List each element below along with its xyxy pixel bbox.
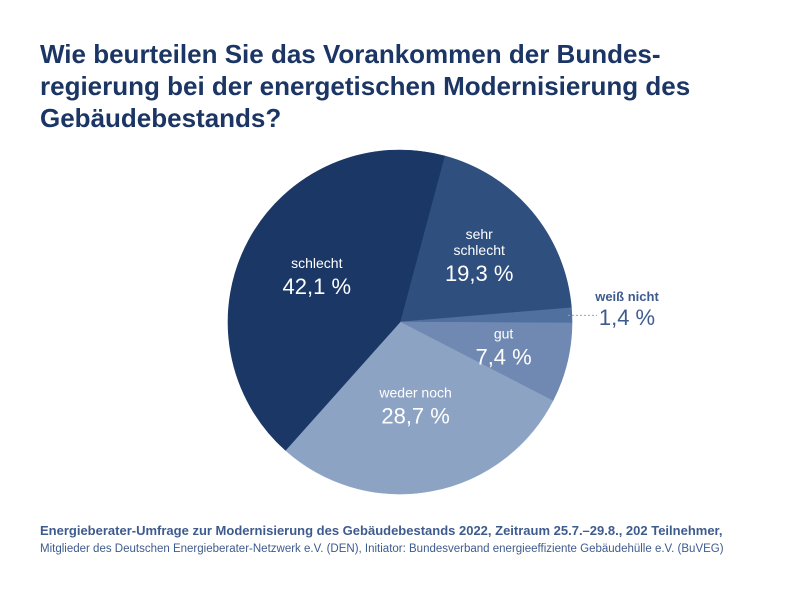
slice-value-weder-noch: 28,7 % [381,404,450,429]
slice-label-sehr-schlecht: sehr [466,226,494,242]
pie-slice-weder-noch [285,321,554,495]
slice-label-weiss-nicht: weiß nicht [594,289,659,304]
slice-label-weder-noch: weder noch [378,385,451,401]
chart-title: Wie beurteilen Sie das Vorankommen der B… [40,38,760,134]
slice-value-weiss-nicht: 1,4 % [599,305,655,330]
pie-slices [227,149,573,495]
slice-label-sehr-schlecht: schlecht [454,242,505,258]
slice-value-gut: 7,4 % [475,345,531,370]
pie-slice-sehr-schlecht [399,155,572,323]
slice-value-sehr-schlecht: 19,3 % [445,261,514,286]
chart-title-line: Wie beurteilen Sie das Vorankommen der B… [40,39,661,69]
source-note: Energieberater-Umfrage zur Modernisierun… [40,522,780,558]
slice-label-gut: gut [494,326,514,342]
source-line-1: Energieberater-Umfrage zur Modernisierun… [40,523,723,538]
slice-value-schlecht: 42,1 % [283,274,352,299]
chart-title-line: Gebäudebestands? [40,103,282,133]
pie-slice-schlecht [227,149,445,451]
chart-title-line: regierung bei der energetischen Modernis… [40,71,691,101]
slice-label-schlecht: schlecht [291,255,342,271]
source-line-2: Mitglieder des Deutschen Energieberater-… [40,543,724,555]
